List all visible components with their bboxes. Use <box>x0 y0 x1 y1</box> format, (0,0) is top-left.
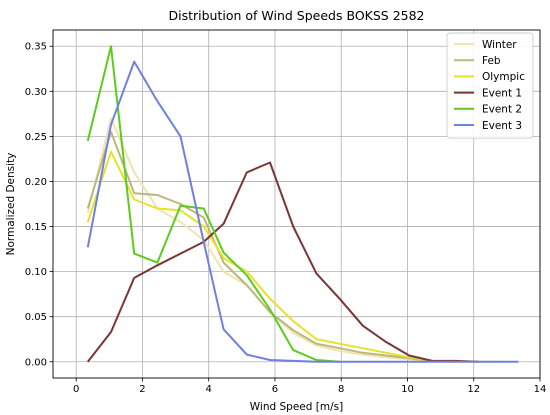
x-tick-label: 14 <box>534 384 547 395</box>
y-tick-label: 0.30 <box>25 87 47 98</box>
y-tick-label: 0.35 <box>25 42 47 53</box>
series-line-event-1 <box>87 161 479 363</box>
x-tick-label: 10 <box>401 384 414 395</box>
y-tick-label: 0.05 <box>25 312 47 323</box>
y-tick-label: 0.20 <box>25 177 47 188</box>
series-line-event-3 <box>86 60 519 363</box>
x-tick-label: 12 <box>467 384 480 395</box>
x-tick-label: 4 <box>206 384 212 395</box>
series-line-feb <box>86 130 433 362</box>
x-tick-label: 8 <box>338 384 344 395</box>
series-line-event-2 <box>86 45 340 363</box>
legend: Winter Feb Olympic Event 1 Event 2 Event 3 <box>446 32 534 139</box>
axis-ticks: 0 2 4 6 8 10 12 14 0.00 0.05 0.10 0.15 0.20 0.25 0.30 0… <box>25 42 547 395</box>
legend-label-olympic: Olympic <box>482 71 525 83</box>
series-lines <box>86 45 519 363</box>
series-line-winter <box>86 117 502 363</box>
legend-label-event-3: Event 3 <box>482 120 522 132</box>
y-tick-label: 0.00 <box>25 357 47 368</box>
y-tick-label: 0.10 <box>25 267 47 278</box>
chart-title: Distribution of Wind Speeds BOKSS 2582 <box>168 8 424 23</box>
legend-label-event-2: Event 2 <box>482 104 522 116</box>
x-axis-title: Wind Speed [m/s] <box>250 401 343 413</box>
series-line-olympic <box>86 150 433 362</box>
y-tick-label: 0.15 <box>25 222 47 233</box>
y-tick-label: 0.25 <box>25 132 47 143</box>
x-tick-label: 2 <box>139 384 145 395</box>
x-tick-label: 0 <box>73 384 79 395</box>
x-tick-label: 6 <box>272 384 278 395</box>
y-axis-title: Normalized Density <box>5 153 17 256</box>
legend-label-event-1: Event 1 <box>482 87 522 99</box>
plot-frame <box>52 29 541 379</box>
legend-label-feb: Feb <box>482 55 501 67</box>
legend-label-winter: Winter <box>482 39 517 51</box>
